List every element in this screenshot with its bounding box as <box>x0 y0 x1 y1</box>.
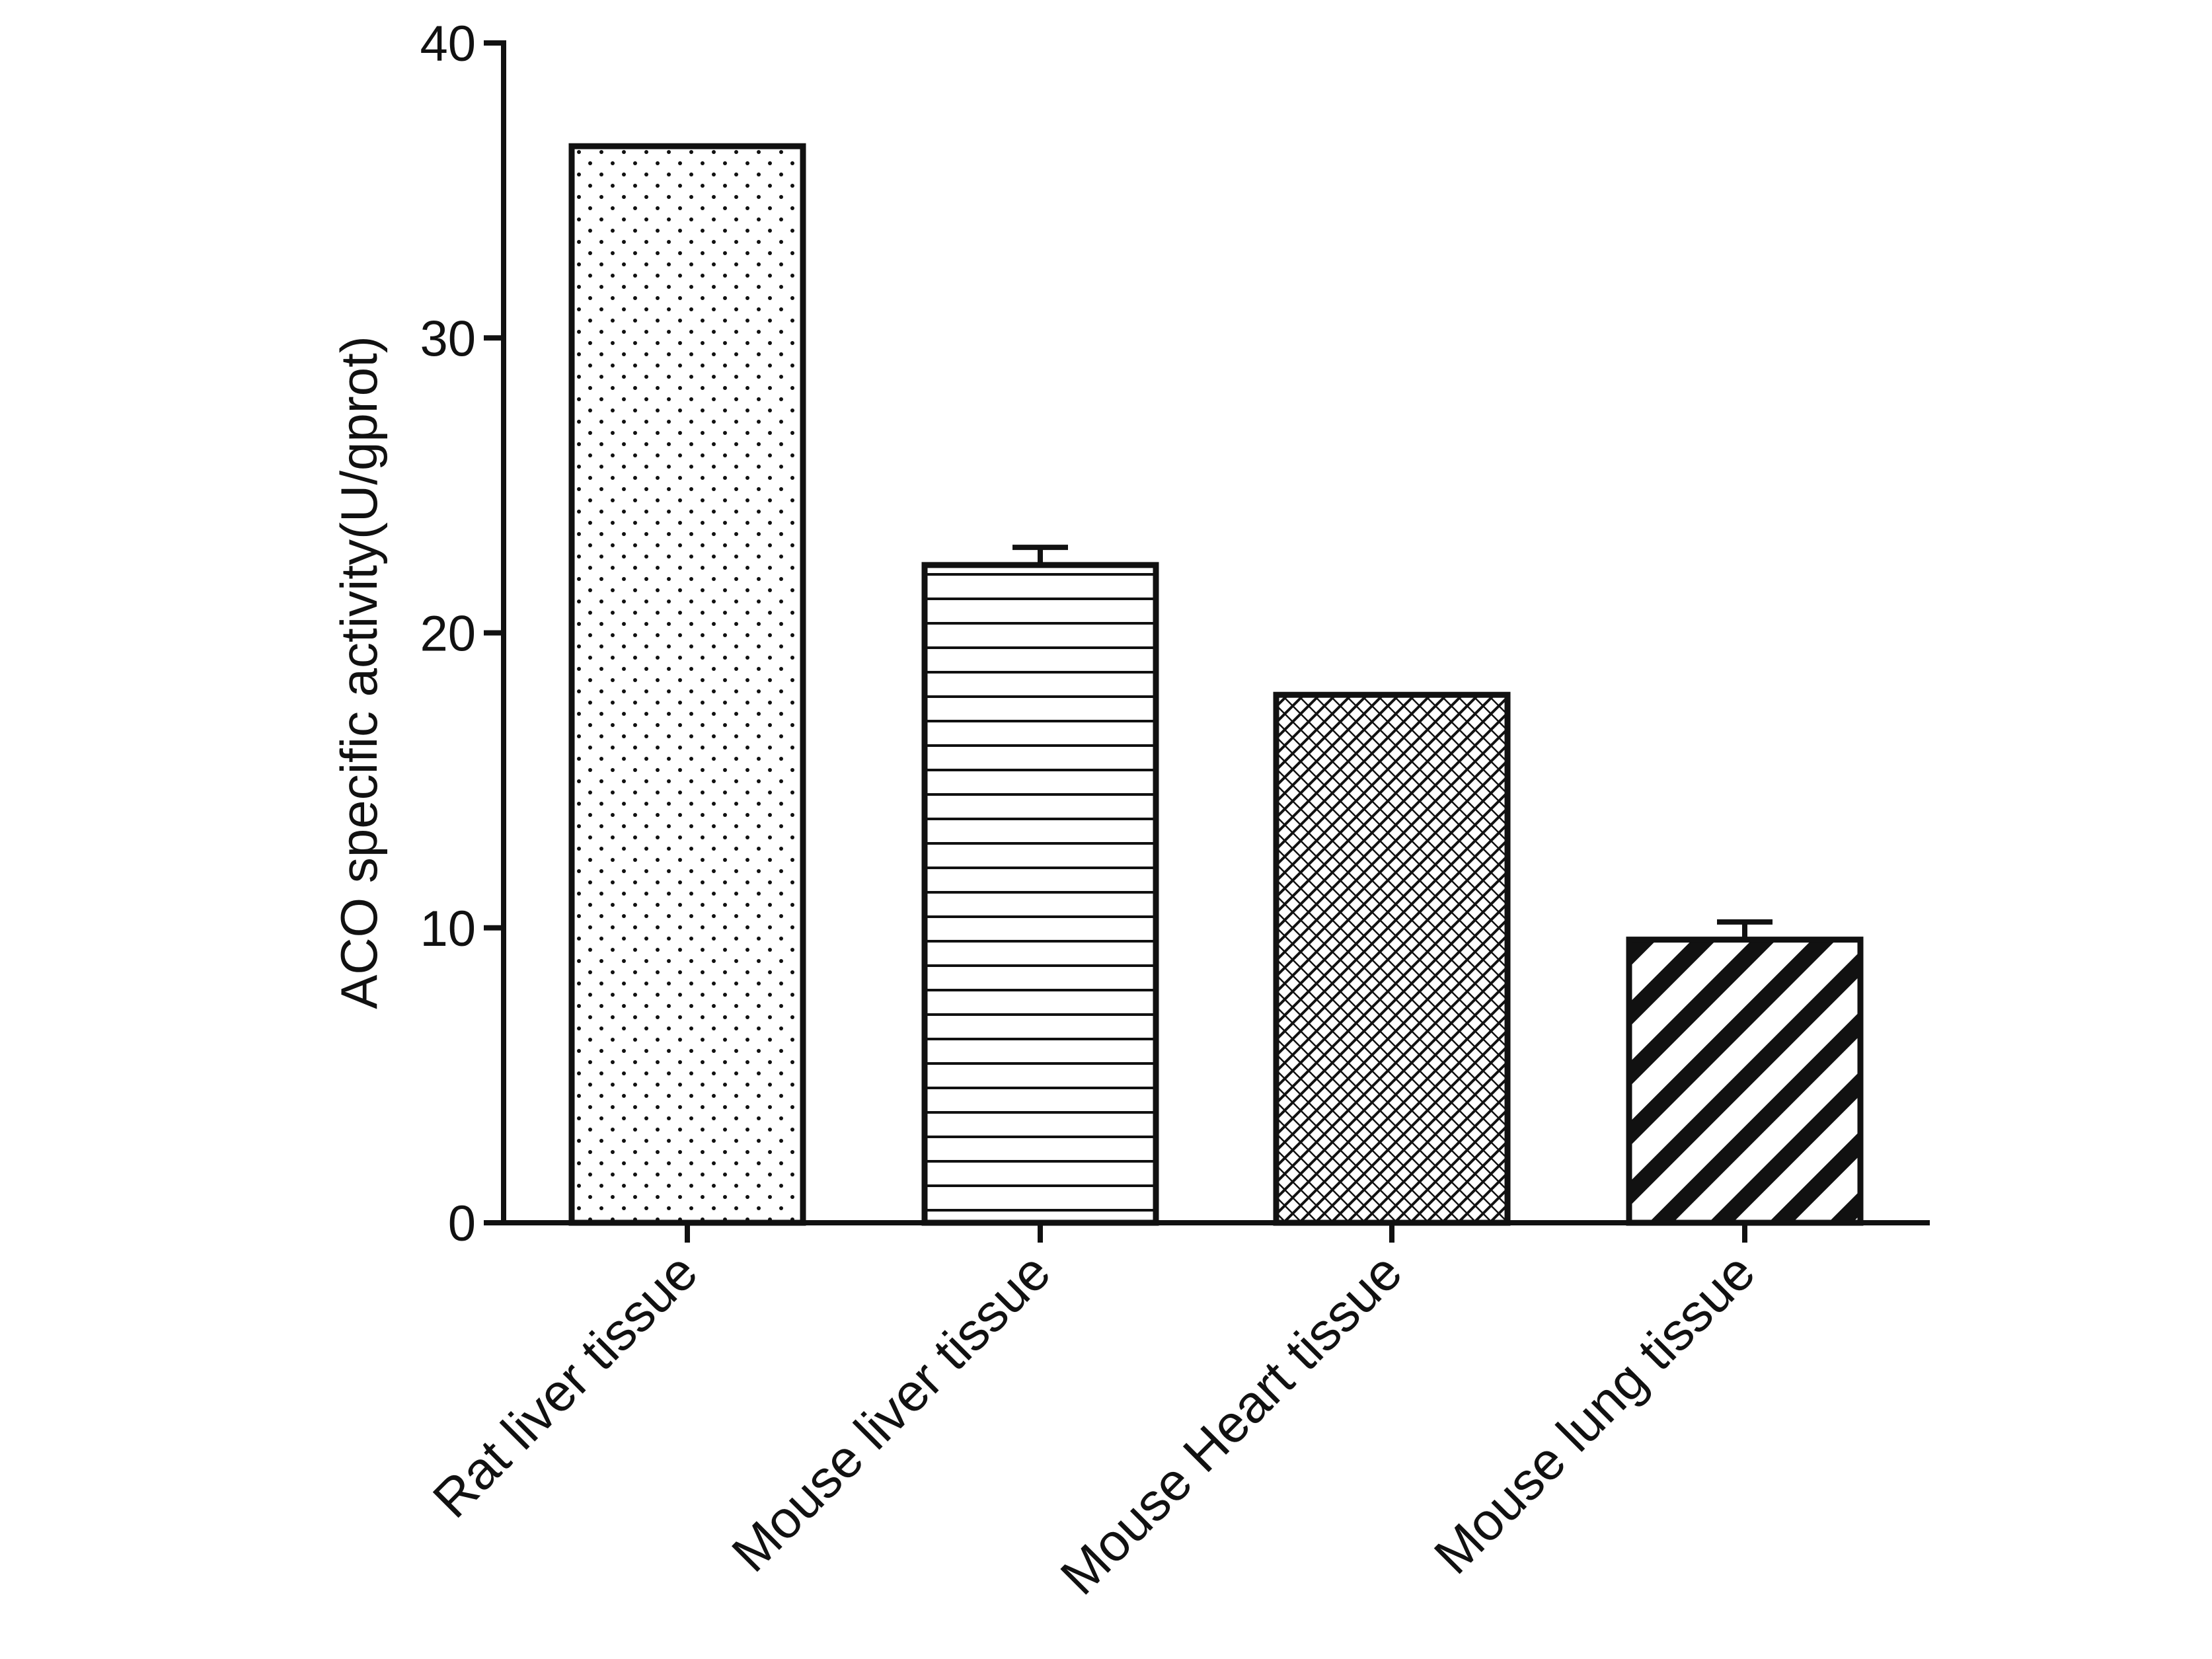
x-category-label: Mouse lung tissue <box>1423 1242 1766 1585</box>
x-axis-ticks: Rat liver tissue Mouse liver tissueMouse … <box>422 1223 1766 1605</box>
bar-mouse-heart-tissue <box>1273 691 1511 1226</box>
y-tick-label: 0 <box>448 1196 476 1252</box>
y-tick-label: 10 <box>420 901 476 957</box>
bar-mouse-liver-tissue <box>921 562 1159 1226</box>
bar-rat-liver-tissue <box>568 143 806 1226</box>
y-tick-label: 20 <box>420 606 476 662</box>
y-axis-label: ACO specific activity(U/gprot) <box>330 336 388 1009</box>
y-tick-label: 30 <box>420 311 476 367</box>
y-tick-label: 40 <box>420 16 476 72</box>
bar-mouse-lung-tissue <box>1626 937 1864 1226</box>
y-axis-title: ACO specific activity(U/gprot) <box>330 336 388 1009</box>
y-axis-ticks: 0 10 20 30 40 <box>420 16 504 1252</box>
x-category-label: Mouse liver tissue <box>720 1242 1061 1583</box>
x-category-label: Rat liver tissue <box>422 1242 708 1529</box>
bars <box>568 143 1864 1226</box>
x-category-label: Mouse Heart tissue <box>1049 1242 1413 1605</box>
